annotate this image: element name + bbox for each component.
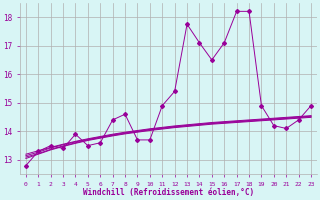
X-axis label: Windchill (Refroidissement éolien,°C): Windchill (Refroidissement éolien,°C): [83, 188, 254, 197]
